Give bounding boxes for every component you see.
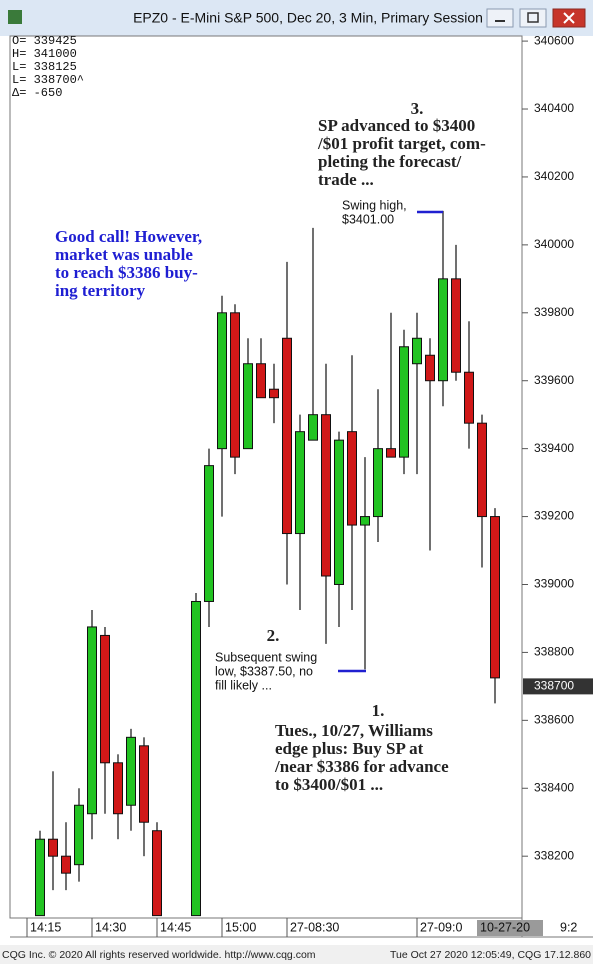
annotation-line: Tues., 10/27, Williams xyxy=(275,721,433,740)
annotation-number: 3. xyxy=(411,99,424,118)
annotation-line: Subsequent swing xyxy=(215,650,317,664)
candle-body xyxy=(490,516,500,679)
candle-body xyxy=(360,516,370,526)
candle-body xyxy=(35,838,45,917)
candle-body xyxy=(308,414,318,441)
candle-body xyxy=(334,439,344,585)
y-tick-label: 338800 xyxy=(534,645,574,659)
annotation-number: 1. xyxy=(372,701,385,720)
info-line: O= 339425 xyxy=(12,34,77,48)
candle-body xyxy=(243,363,253,450)
info-line: L= 338700^ xyxy=(12,73,84,87)
annotation-line: to reach $3386 buy- xyxy=(55,263,198,282)
annotation-line: edge plus: Buy SP at xyxy=(275,739,424,758)
x-tick-label: 14:15 xyxy=(30,920,61,934)
annotation-line: Good call! However, xyxy=(55,227,202,246)
footer-right: Tue Oct 27 2020 12:05:49, CQG 17.12.860 xyxy=(390,949,591,961)
candle-body xyxy=(425,354,435,382)
candle-body xyxy=(464,371,474,424)
last-price-label: 338700 xyxy=(534,679,574,693)
cursor-date-box xyxy=(477,920,543,936)
candle-body xyxy=(477,422,487,518)
annotation-line: Swing high, xyxy=(342,198,407,212)
annotation-number: 2. xyxy=(267,626,280,645)
maximize-button[interactable] xyxy=(519,8,547,28)
cursor-date: 10-27-20 xyxy=(480,920,530,934)
y-tick-label: 338600 xyxy=(534,713,574,727)
candle-body xyxy=(282,337,292,535)
annotation-line: /$01 profit target, com- xyxy=(317,134,486,153)
annotation-line: SP advanced to $3400 xyxy=(318,116,475,135)
candle-body xyxy=(217,312,227,450)
candle-body xyxy=(230,312,240,458)
window-title: EPZ0 - E-Mini S&P 500, Dec 20, 3 Min, Pr… xyxy=(133,10,483,26)
annotation-line: low, $3387.50, no xyxy=(215,664,313,678)
candle-body xyxy=(191,600,201,917)
x-tick-label: 27-08:30 xyxy=(290,920,339,934)
info-line: H= 341000 xyxy=(12,47,77,61)
candle-body xyxy=(373,448,383,518)
candle-body xyxy=(48,838,58,857)
y-tick-label: 340400 xyxy=(534,101,574,115)
candle-body xyxy=(451,278,461,373)
candle-body xyxy=(295,431,305,535)
y-tick-label: 340600 xyxy=(534,33,574,47)
x-tick-label: 14:45 xyxy=(160,920,191,934)
y-tick-label: 338400 xyxy=(534,780,574,794)
cursor-time: 9:2 xyxy=(560,920,577,934)
last-price-box xyxy=(523,678,593,695)
annotation-line: market was unable xyxy=(55,245,193,264)
y-tick-label: 340000 xyxy=(534,237,574,251)
candle-body xyxy=(321,414,331,577)
status-bar xyxy=(0,945,593,964)
app-icon xyxy=(8,10,22,24)
y-tick-label: 339200 xyxy=(534,509,574,523)
minimize-button[interactable] xyxy=(486,8,514,28)
candle-body xyxy=(269,388,279,399)
candle-body xyxy=(113,762,123,815)
y-tick-label: 339000 xyxy=(534,577,574,591)
close-icon xyxy=(563,12,575,24)
candle-body xyxy=(386,448,396,458)
plot xyxy=(35,210,500,917)
x-tick-label: 14:30 xyxy=(95,920,126,934)
candle-body xyxy=(204,465,214,602)
candle-body xyxy=(126,736,136,806)
info-line: Δ= -650 xyxy=(12,86,62,100)
candle-body xyxy=(100,634,110,764)
candle-body xyxy=(87,626,97,815)
footer-left: CQG Inc. © 2020 All rights reserved worl… xyxy=(2,949,316,961)
annotation-line: to $3400/$01 ... xyxy=(275,775,383,794)
candle-body xyxy=(438,278,448,382)
candle-body xyxy=(74,804,84,866)
y-tick-label: 338200 xyxy=(534,848,574,862)
x-tick-label: 27-09:0 xyxy=(420,920,462,934)
annotation-line: $3401.00 xyxy=(342,212,394,226)
candle-body xyxy=(412,337,422,365)
y-tick-label: 340200 xyxy=(534,169,574,183)
y-tick-label: 339800 xyxy=(534,305,574,319)
x-tick-label: 15:00 xyxy=(225,920,256,934)
candle-body xyxy=(139,745,149,823)
annotation-line: ing territory xyxy=(55,281,146,300)
annotation-line: pleting the forecast/ xyxy=(318,152,461,171)
candle-body xyxy=(61,855,71,874)
y-tick-label: 339400 xyxy=(534,441,574,455)
candle-body xyxy=(256,363,266,399)
annotation-line: /near $3386 for advance xyxy=(274,757,449,776)
annotation-line: fill likely ... xyxy=(215,678,272,692)
maximize-icon xyxy=(527,12,539,23)
info-line: L= 338125 xyxy=(12,60,77,74)
candle-body xyxy=(347,431,357,526)
candle-body xyxy=(399,346,409,458)
y-tick-label: 339600 xyxy=(534,373,574,387)
annotation-line: trade ... xyxy=(318,170,374,189)
candle-body xyxy=(152,830,162,917)
